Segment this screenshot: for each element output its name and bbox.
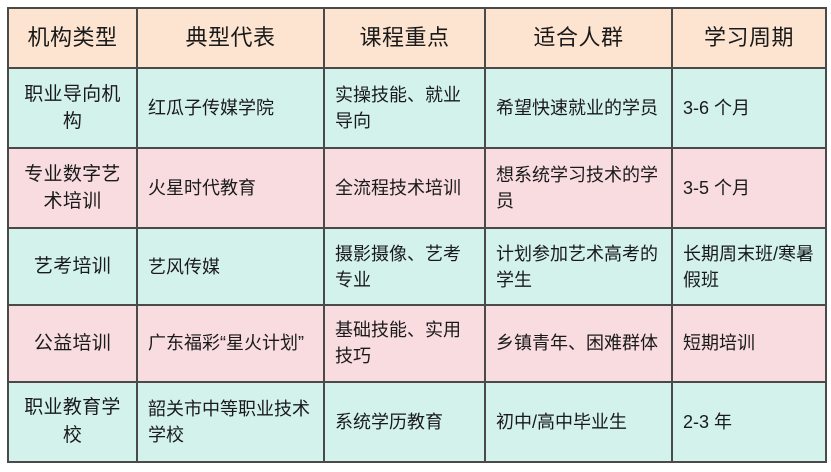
cell-focus: 系统学历教育 [323, 380, 486, 464]
table-row: 职业教育学校 韶关市中等职业技术学校 系统学历教育 初中/高中毕业生 2-3 年 [7, 380, 827, 464]
column-header-duration: 学习周期 [671, 7, 827, 69]
cell-audience: 计划参加艺术高考的学生 [484, 227, 673, 307]
cell-representative: 红瓜子传媒学院 [136, 66, 325, 150]
cell-duration: 长期周末班/寒暑假班 [671, 227, 827, 307]
table-row: 专业数字艺术培训 火星时代教育 全流程技术培训 想系统学习技术的学员 3-5 个… [7, 147, 827, 230]
table-body: 职业导向机构 红瓜子传媒学院 实操技能、就业导向 希望快速就业的学员 3-6 个… [7, 66, 827, 464]
institution-comparison-table: 机构类型 典型代表 课程重点 适合人群 学习周期 职业导向机构 红瓜子传媒学院 … [7, 7, 827, 464]
cell-focus: 全流程技术培训 [323, 147, 486, 230]
column-header-focus: 课程重点 [323, 7, 486, 69]
cell-audience: 乡镇青年、困难群体 [484, 304, 673, 383]
cell-focus: 基础技能、实用技巧 [323, 304, 486, 383]
cell-duration: 3-6 个月 [671, 66, 827, 150]
cell-representative: 艺风传媒 [136, 227, 325, 307]
cell-audience: 初中/高中毕业生 [484, 380, 673, 464]
cell-audience: 希望快速就业的学员 [484, 66, 673, 150]
cell-category: 职业教育学校 [7, 380, 138, 464]
cell-audience: 想系统学习技术的学员 [484, 147, 673, 230]
table-row: 职业导向机构 红瓜子传媒学院 实操技能、就业导向 希望快速就业的学员 3-6 个… [7, 66, 827, 150]
cell-category: 公益培训 [7, 304, 138, 383]
column-header-representative: 典型代表 [136, 7, 325, 69]
cell-duration: 3-5 个月 [671, 147, 827, 230]
cell-focus: 实操技能、就业导向 [323, 66, 486, 150]
cell-category: 专业数字艺术培训 [7, 147, 138, 230]
table-header: 机构类型 典型代表 课程重点 适合人群 学习周期 [7, 7, 827, 69]
table-header-row: 机构类型 典型代表 课程重点 适合人群 学习周期 [7, 7, 827, 69]
cell-duration: 短期培训 [671, 304, 827, 383]
table-row: 公益培训 广东福彩“星火计划” 基础技能、实用技巧 乡镇青年、困难群体 短期培训 [7, 304, 827, 383]
cell-representative: 广东福彩“星火计划” [136, 304, 325, 383]
cell-focus: 摄影摄像、艺考专业 [323, 227, 486, 307]
cell-category: 艺考培训 [7, 227, 138, 307]
column-header-category: 机构类型 [7, 7, 138, 69]
cell-representative: 火星时代教育 [136, 147, 325, 230]
cell-duration: 2-3 年 [671, 380, 827, 464]
cell-representative: 韶关市中等职业技术学校 [136, 380, 325, 464]
cell-category: 职业导向机构 [7, 66, 138, 150]
table-row: 艺考培训 艺风传媒 摄影摄像、艺考专业 计划参加艺术高考的学生 长期周末班/寒暑… [7, 227, 827, 307]
column-header-audience: 适合人群 [484, 7, 673, 69]
